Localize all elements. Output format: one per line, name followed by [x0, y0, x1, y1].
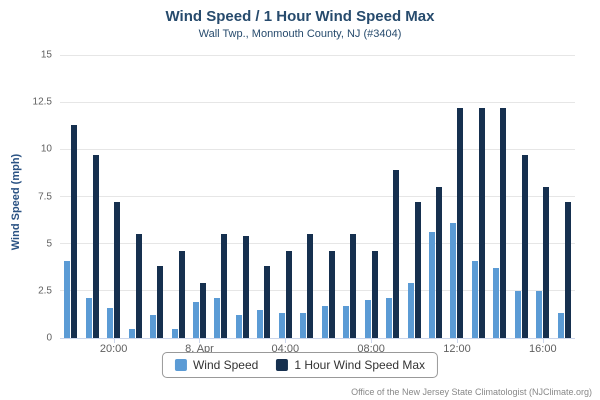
bar-wind-speed-max[interactable]: [178, 251, 185, 338]
x-tick-mark: [542, 338, 544, 343]
bar-wind-speed-max[interactable]: [521, 155, 528, 338]
bar-wind-speed-max[interactable]: [114, 202, 121, 338]
bar-wind-speed[interactable]: [64, 260, 71, 338]
x-axis-line: [60, 338, 575, 339]
x-tick-mark: [371, 338, 373, 343]
bar-wind-speed-max[interactable]: [71, 124, 78, 338]
bar-wind-speed[interactable]: [150, 315, 157, 338]
bar-wind-speed-max[interactable]: [457, 107, 464, 338]
x-tick-mark: [113, 338, 115, 343]
bar-wind-speed-max[interactable]: [328, 251, 335, 338]
bar-wind-speed-max[interactable]: [135, 234, 142, 338]
gridline: [60, 243, 575, 245]
chart-title: Wind Speed / 1 Hour Wind Speed Max: [165, 8, 435, 25]
bar-wind-speed-max[interactable]: [242, 236, 249, 338]
bar-wind-speed-max[interactable]: [264, 266, 271, 338]
legend-item-wind-speed[interactable]: Wind Speed: [174, 358, 259, 372]
bar-wind-speed[interactable]: [343, 305, 350, 338]
bar-wind-speed-max[interactable]: [92, 155, 99, 338]
y-tick-label: 12.5: [32, 96, 52, 108]
y-tick-label: 7.5: [38, 191, 52, 202]
gridline: [60, 101, 575, 103]
bar-wind-speed[interactable]: [450, 222, 457, 338]
gridline: [60, 54, 575, 56]
bar-wind-speed-max[interactable]: [157, 266, 164, 338]
x-tick-label: 20:00: [99, 343, 128, 355]
bar-wind-speed[interactable]: [471, 260, 478, 338]
bar-wind-speed[interactable]: [85, 298, 92, 338]
bar-wind-speed[interactable]: [493, 268, 500, 338]
bar-wind-speed[interactable]: [300, 313, 307, 338]
gridline: [60, 196, 575, 197]
y-axis-title: Wind Speed (mph): [10, 153, 22, 251]
bar-wind-speed-max[interactable]: [543, 187, 550, 338]
y-tick-label: 10: [40, 143, 52, 155]
bar-wind-speed[interactable]: [235, 315, 242, 338]
bar-wind-speed[interactable]: [514, 290, 521, 338]
bar-wind-speed-max[interactable]: [436, 187, 443, 338]
bar-wind-speed-max[interactable]: [221, 234, 228, 338]
bar-wind-speed[interactable]: [278, 313, 285, 338]
bar-wind-speed[interactable]: [386, 298, 393, 338]
credit-text: Office of the New Jersey State Climatolo…: [351, 387, 592, 397]
bar-wind-speed-max[interactable]: [307, 234, 314, 338]
y-tick-label: 5: [46, 238, 52, 250]
bar-wind-speed[interactable]: [407, 283, 414, 338]
legend-item-wind-speed-max[interactable]: 1 Hour Wind Speed Max: [276, 358, 425, 372]
plot-area: 0 2.5 5 7.5 10 12.5 15 20:00 8. Apr 04:00 08:00 12:…: [33, 50, 575, 355]
x-tick-mark: [456, 338, 458, 343]
y-tick-label: 15: [40, 49, 52, 61]
bar-wind-speed-max[interactable]: [564, 202, 571, 338]
bar-wind-speed[interactable]: [321, 305, 328, 338]
x-tick-mark: [285, 338, 287, 343]
x-tick-label: 16:00: [529, 343, 557, 355]
bar-wind-speed[interactable]: [429, 232, 436, 338]
gridline: [60, 148, 575, 150]
bar-wind-speed-max[interactable]: [500, 107, 507, 338]
wind-speed-swatch-icon: [174, 359, 187, 371]
bar-wind-speed[interactable]: [107, 307, 114, 338]
y-tick-label: 0: [46, 332, 52, 344]
bar-wind-speed[interactable]: [557, 313, 564, 338]
legend-label-wind-speed-max: 1 Hour Wind Speed Max: [294, 358, 426, 372]
bar-wind-speed-max[interactable]: [478, 107, 485, 338]
bar-wind-speed[interactable]: [171, 328, 178, 338]
bar-wind-speed[interactable]: [214, 298, 221, 338]
bar-wind-speed[interactable]: [536, 290, 543, 338]
chart-legend: Wind Speed 1 Hour Wind Speed Max: [161, 352, 439, 378]
bar-wind-speed-max[interactable]: [414, 202, 421, 338]
bar-wind-speed[interactable]: [128, 328, 135, 338]
chart-subtitle: Wall Twp., Monmouth County, NJ (#3404): [198, 28, 402, 40]
gridline: [60, 290, 575, 292]
x-tick-label: 12:00: [443, 343, 471, 355]
wind-speed-max-swatch-icon: [276, 359, 289, 371]
x-tick-mark: [199, 338, 201, 343]
bar-wind-speed-max[interactable]: [393, 170, 400, 338]
y-tick-label: 2.5: [38, 285, 52, 297]
bar-wind-speed-max[interactable]: [371, 251, 378, 338]
bar-wind-speed[interactable]: [364, 300, 371, 338]
bar-wind-speed-max[interactable]: [199, 283, 206, 338]
bar-wind-speed[interactable]: [257, 309, 264, 338]
bar-wind-speed[interactable]: [192, 302, 199, 338]
bar-wind-speed-max[interactable]: [285, 251, 292, 338]
legend-label-wind-speed: Wind Speed: [192, 358, 259, 372]
bar-wind-speed-max[interactable]: [350, 234, 357, 338]
